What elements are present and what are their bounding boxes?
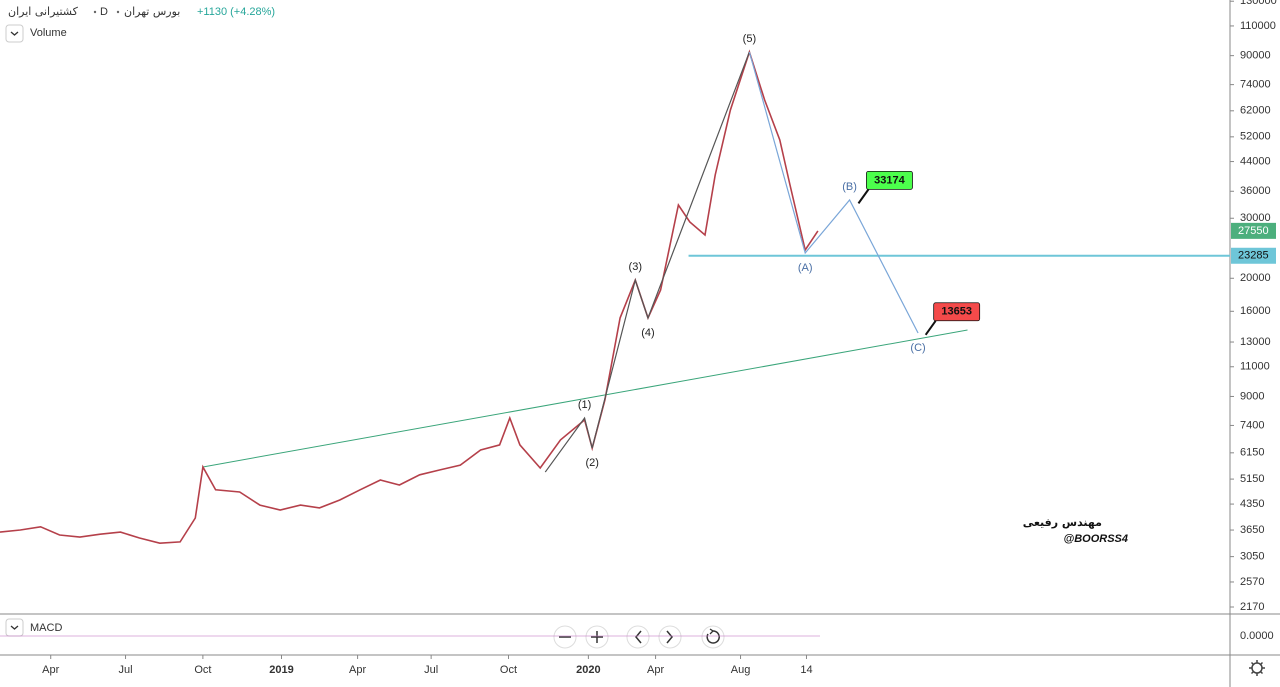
y-tick-label: 6150 (1240, 447, 1264, 459)
x-tick-label: Oct (194, 664, 211, 676)
x-tick-label: Apr (349, 664, 366, 676)
wave-label: (B) (842, 181, 857, 193)
wave-label: (3) (629, 261, 642, 273)
macd-toggle[interactable] (5, 618, 24, 637)
y-tick-label: 2570 (1240, 576, 1264, 588)
price-label: 23285 (1238, 250, 1269, 262)
price-change: +1130 (+4.28%) (197, 6, 275, 18)
y-tick-label: 7400 (1240, 419, 1264, 431)
y-tick-label: 5150 (1240, 473, 1264, 485)
x-tick-label: Apr (42, 664, 59, 676)
scroll-left-button[interactable] (626, 625, 650, 649)
x-tick-label: 2020 (576, 664, 600, 676)
volume-toggle[interactable] (5, 24, 24, 43)
wave-line (544, 51, 750, 473)
y-tick-label: 130000 (1240, 0, 1277, 7)
wave-label: (A) (798, 262, 813, 274)
zoom-out-button[interactable] (553, 625, 577, 649)
x-tick-label: Oct (500, 664, 517, 676)
y-tick-label: 13000 (1240, 336, 1271, 348)
price-label-box (1231, 247, 1276, 264)
target-pointer (924, 320, 937, 336)
x-tick-label: Aug (731, 664, 751, 676)
settings-button[interactable] (1249, 660, 1265, 676)
y-tick-label: 4350 (1240, 498, 1264, 510)
symbol-name: کشتیرانی ایران (8, 5, 79, 18)
interval: D (100, 6, 108, 18)
price-line (0, 49, 819, 545)
y-tick-label: 9000 (1240, 390, 1264, 402)
indicator-label: Volume (30, 27, 67, 39)
wave-label: (C) (910, 342, 925, 354)
wave-label: (5) (743, 33, 756, 45)
y-tick-label: 52000 (1240, 131, 1271, 143)
y-tick-label: 74000 (1240, 79, 1271, 91)
target-box (933, 302, 981, 322)
indicator-label: MACD (30, 622, 62, 634)
y-tick-label: 3050 (1240, 551, 1264, 563)
x-tick-label: Jul (119, 664, 133, 676)
x-tick-label: Jul (424, 664, 438, 676)
y-tick-label: 16000 (1240, 305, 1271, 317)
exchange: بورس تهران (124, 5, 180, 18)
watermark-handle: @BOORSS4 (1063, 533, 1128, 545)
separator (93, 10, 97, 14)
y-tick-label: 2170 (1240, 601, 1264, 613)
y-tick-label: 62000 (1240, 105, 1271, 117)
zoom-in-button[interactable] (585, 625, 609, 649)
wave-label: (1) (578, 399, 591, 411)
separator (116, 10, 120, 14)
trendline (202, 329, 968, 468)
y-tick-label: 36000 (1240, 185, 1271, 197)
target-box (866, 170, 913, 190)
y-tick-label: 20000 (1240, 272, 1271, 284)
x-tick-label: 14 (800, 664, 812, 676)
price-label-box (1231, 222, 1276, 239)
y-tick-label: 90000 (1240, 50, 1271, 62)
target-label: 33174 (874, 174, 905, 186)
wave-label: (2) (585, 457, 598, 469)
target-label: 13653 (941, 306, 972, 318)
macd-tick-label: 0.0000 (1240, 630, 1274, 642)
y-tick-label: 44000 (1240, 155, 1271, 167)
y-tick-label: 3650 (1240, 524, 1264, 536)
watermark-name: مهندس رفیعی (1023, 516, 1102, 529)
wave-line (748, 51, 919, 334)
wave-label: (4) (641, 327, 654, 339)
y-tick-label: 11000 (1240, 361, 1270, 373)
scroll-right-button[interactable] (658, 625, 682, 649)
reset-button[interactable] (701, 625, 725, 649)
x-tick-label: Apr (647, 664, 664, 676)
y-tick-label: 30000 (1240, 212, 1271, 224)
y-tick-label: 110000 (1240, 20, 1276, 32)
x-tick-label: 2019 (269, 664, 293, 676)
target-pointer (857, 188, 870, 204)
price-label: 27550 (1238, 225, 1269, 237)
